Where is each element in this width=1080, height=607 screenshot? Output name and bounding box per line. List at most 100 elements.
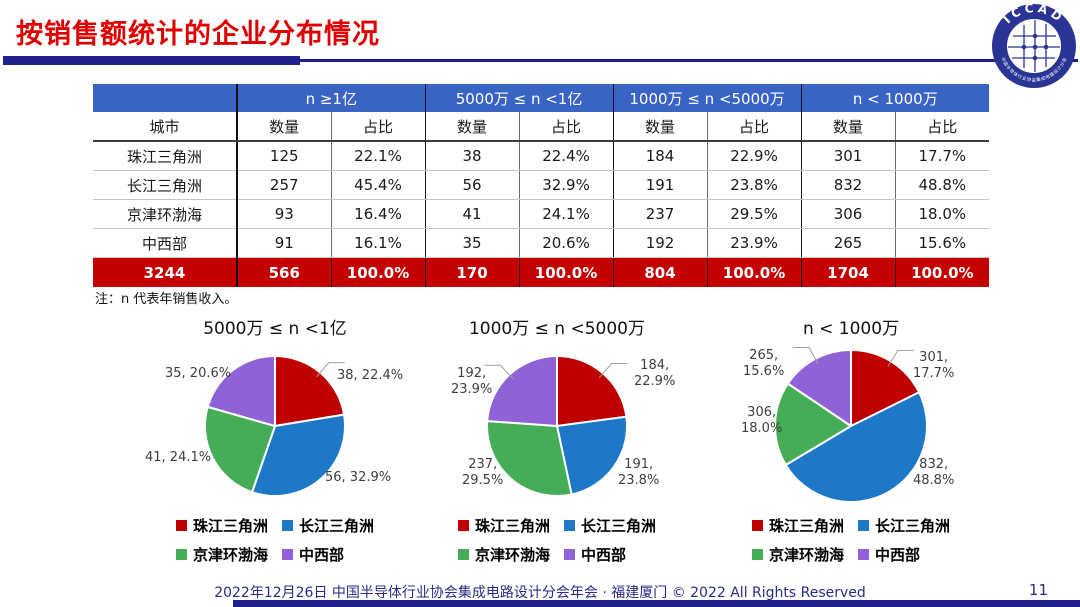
pie-slice-label: 38, 22.4% [337,368,404,383]
legend-swatch-icon [282,520,293,531]
total-cell: 566 [237,257,332,287]
legend-label: 长江三角洲 [299,517,375,535]
stats-table: n ≥1亿 5000万 ≤ n <1亿 1000万 ≤ n <5000万 n <… [93,84,990,287]
legend-item-京津环渤海: 京津环渤海 [751,544,844,565]
subheader-count: 数量 [237,112,332,142]
legend-swatch-icon [175,520,187,531]
legend-item-长江三角洲: 长江三角洲 [564,515,656,536]
pie-slice-label: 306, 18.0% [741,405,783,436]
pie-slice-长江三角洲 [784,391,928,503]
legend-item-珠江三角洲: 珠江三角洲 [457,515,550,536]
table-cell: 18.0% [895,199,990,229]
city-cell: 中西部 [93,228,238,258]
table-cell: 22.4% [519,141,614,171]
table-cell: 192 [613,228,708,258]
pie-svg [774,346,928,503]
legend-swatch-icon [457,549,469,560]
subheader-share: 占比 [519,112,614,142]
legend-item-京津环渤海: 京津环渤海 [457,544,550,565]
legend-swatch-icon [751,549,763,560]
pie-chart-under-10m: n < 1000万 301, 17.7% 832, 48.8% 306, 18.0% 265… [696,312,1006,570]
table-cell: 29.5% [707,199,802,229]
chart-legend: 珠江三角洲 长江三角洲 京津环渤海 中西部 [407,515,707,565]
table-cell: 16.4% [331,199,426,229]
chart-legend: 珠江三角洲 长江三角洲京津环渤海 中西部 [696,515,1006,565]
table-cell: 35 [425,228,520,258]
pie-slice-京津环渤海 [204,405,276,494]
table-subheader-row: 城市 数量 占比 数量 占比 数量 占比 数量 占比 [93,112,990,142]
table-cell: 24.1% [519,199,614,229]
table-cell: 184 [613,141,708,171]
table-cell: 237 [613,199,708,229]
table-cell: 15.6% [895,228,990,258]
pie-slice-中西部 [486,355,558,427]
table-cell: 191 [613,170,708,200]
legend-label: 京津环渤海 [192,546,268,564]
table-cell: 23.9% [707,228,802,258]
legend-item-珠江三角洲: 珠江三角洲 [175,515,268,536]
total-count-cell: 3244 [93,257,238,287]
city-cell: 京津环渤海 [93,199,238,229]
subheader-share: 占比 [895,112,990,142]
pie-slice-京津环渤海 [774,382,852,466]
page-number: 11 [1028,581,1048,599]
total-cell: 100.0% [331,257,426,287]
table-row: 长江三角洲 257 45.4% 56 32.9% 191 23.8% 832 48.8% [93,170,990,200]
pie-svg [204,355,346,497]
legend-item-中西部: 中西部 [564,544,656,565]
pie-chart-50m-to-100m: 5000万 ≤ n <1亿 38, 22.4% 56, 32.9% 41, 24.1… [125,312,425,570]
group-header: n ≥1亿 [237,84,426,112]
table-row: 中西部 91 16.1% 35 20.6% 192 23.9% 265 15.6% [93,228,990,258]
pie-slice-中西部 [206,355,276,427]
legend-item-中西部: 中西部 [858,544,950,565]
table-cell: 56 [425,170,520,200]
group-header: n < 1000万 [801,84,990,112]
pie-slice-label: 192, 23.9% [451,366,493,397]
legend-item-珠江三角洲: 珠江三角洲 [751,515,844,536]
pie-slice-label: 301, 17.7% [913,350,955,381]
legend-label: 中西部 [581,546,627,564]
table-cell: 832 [801,170,896,200]
legend-item-长江三角洲: 长江三角洲 [282,515,374,536]
footnote: 注：n 代表年销售收入。 [95,292,238,307]
group-header: 1000万 ≤ n <5000万 [613,84,802,112]
pie-slice-label: 237, 29.5% [462,457,504,488]
subheader-share: 占比 [707,112,802,142]
table-cell: 41 [425,199,520,229]
subheader-share: 占比 [331,112,426,142]
footer-text: 2022年12月26日 中国半导体行业协会集成电路设计分会年会 · 福建厦门 ©… [214,585,866,601]
pie-slice-label: 41, 24.1% [145,450,212,465]
chart-title: 5000万 ≤ n <1亿 [203,319,347,339]
legend-swatch-icon [564,549,575,560]
pie-svg [484,355,628,497]
pie-slice-label: 832, 48.8% [913,457,955,488]
city-header: 城市 [93,112,238,142]
table-cell: 20.6% [519,228,614,258]
legend-swatch-icon [564,520,575,531]
table-cell: 32.9% [519,170,614,200]
subheader-count: 数量 [801,112,896,142]
table-cell: 125 [237,141,332,171]
pie-slice-珠江三角洲 [556,355,628,427]
pie-slice-label: 184, 22.9% [634,358,676,389]
label-leader-line [484,364,514,380]
legend-label: 中西部 [875,546,921,564]
table-cell: 22.9% [707,141,802,171]
table-cell: 306 [801,199,896,229]
page-title: 按销售额统计的企业分布情况 [16,19,380,50]
pie-slice-长江三角洲 [556,415,628,496]
table-body: 珠江三角洲 125 22.1% 38 22.4% 184 22.9% 301 17.7% 长江三角… [93,141,990,287]
table-cell: 265 [801,228,896,258]
table-cell: 301 [801,141,896,171]
title-underline-thick [3,56,300,65]
city-cell: 长江三角洲 [93,170,238,200]
legend-label: 长江三角洲 [875,517,951,535]
total-cell: 1704 [801,257,896,287]
subheader-count: 数量 [613,112,708,142]
legend-label: 珠江三角洲 [768,517,844,535]
table-cell: 23.8% [707,170,802,200]
legend-swatch-icon [751,520,763,531]
chart-title: n < 1000万 [802,319,900,339]
legend-item-长江三角洲: 长江三角洲 [858,515,950,536]
